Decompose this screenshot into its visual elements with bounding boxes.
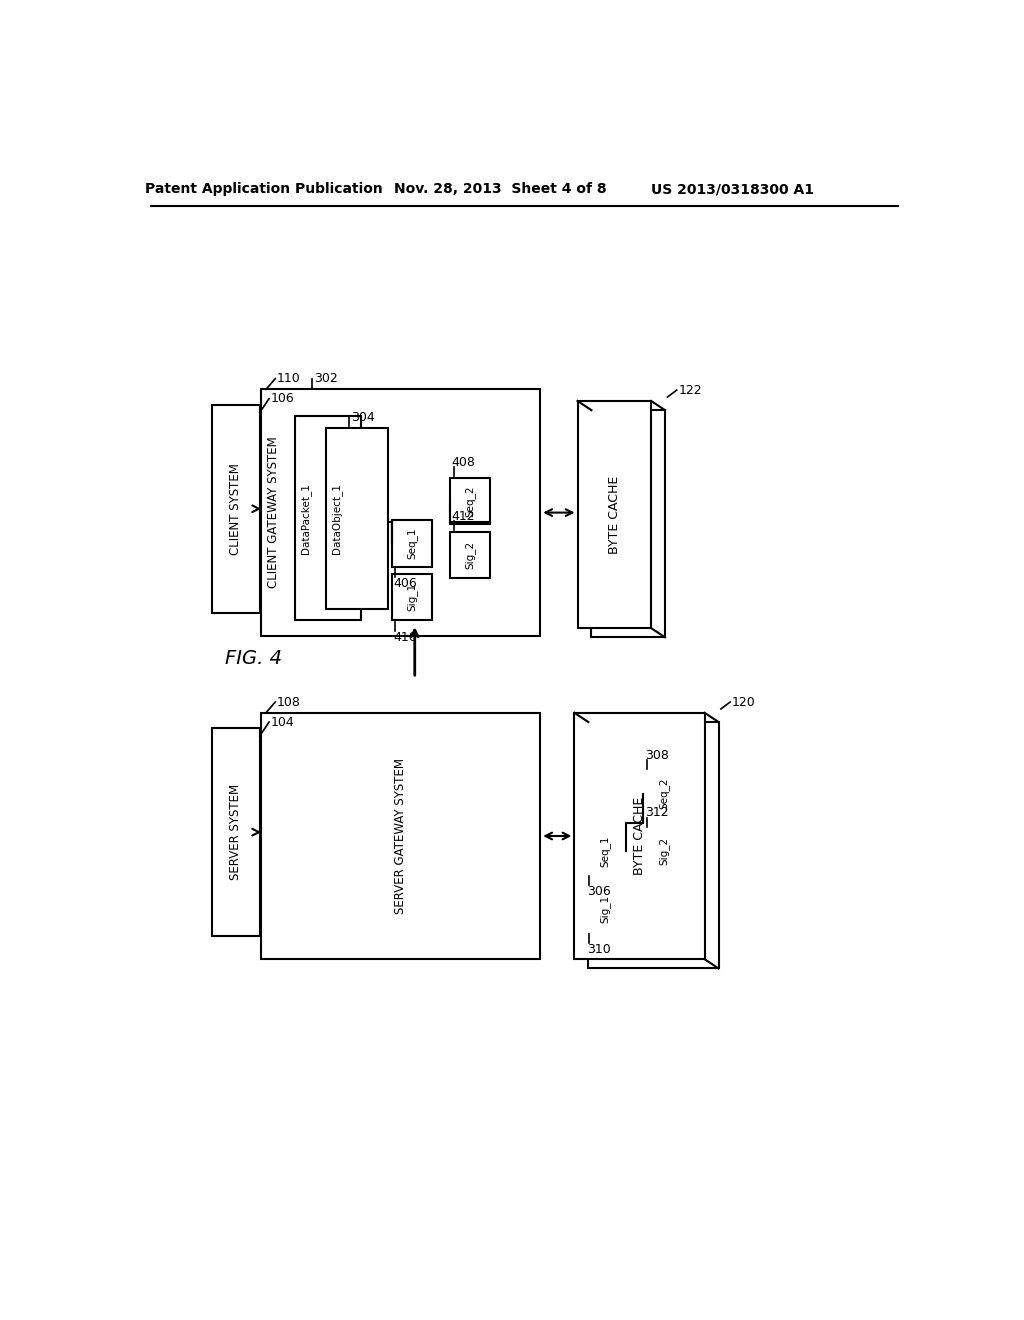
Text: SERVER GATEWAY SYSTEM: SERVER GATEWAY SYSTEM [394, 758, 408, 913]
Bar [450, 478, 489, 524]
Bar [450, 532, 489, 578]
Text: 410: 410 [393, 631, 417, 644]
Text: CLIENT GATEWAY SYSTEM: CLIENT GATEWAY SYSTEM [267, 437, 281, 589]
Text: 110: 110 [276, 372, 301, 385]
Bar [261, 389, 541, 636]
Text: Sig_1: Sig_1 [600, 895, 611, 923]
Text: Sig_1: Sig_1 [407, 583, 417, 611]
Bar [643, 771, 684, 817]
Text: 304: 304 [351, 411, 375, 424]
Bar [261, 713, 541, 960]
Text: 108: 108 [276, 696, 301, 709]
Text: Seq_1: Seq_1 [407, 528, 417, 560]
Bar [391, 574, 432, 620]
Text: Sig_2: Sig_2 [658, 837, 669, 866]
Bar [391, 520, 432, 566]
Text: 308: 308 [645, 748, 669, 762]
Text: 310: 310 [587, 942, 610, 956]
Bar [212, 405, 260, 612]
Text: Sig_2: Sig_2 [464, 541, 475, 569]
Text: 122: 122 [678, 384, 701, 397]
Bar [589, 722, 719, 969]
Text: DataObject_1: DataObject_1 [331, 483, 342, 554]
Bar [574, 713, 705, 960]
Bar [326, 428, 388, 609]
Text: 120: 120 [732, 696, 756, 709]
Text: 306: 306 [587, 884, 610, 898]
Text: 312: 312 [645, 807, 669, 820]
Text: 408: 408 [452, 455, 475, 469]
Bar [592, 411, 665, 638]
Bar [586, 886, 626, 932]
Text: BYTE CACHE: BYTE CACHE [608, 475, 621, 553]
Text: 106: 106 [270, 392, 294, 405]
Bar [295, 416, 360, 620]
Bar [212, 729, 260, 936]
Text: 104: 104 [270, 715, 294, 729]
Text: 302: 302 [314, 372, 338, 385]
Text: BYTE CACHE: BYTE CACHE [633, 797, 646, 875]
Text: Seq_2: Seq_2 [464, 486, 475, 517]
Text: 412: 412 [452, 510, 475, 523]
Text: FIG. 4: FIG. 4 [225, 649, 282, 668]
Bar [586, 829, 626, 875]
Text: Seq_1: Seq_1 [600, 836, 611, 867]
Text: SERVER SYSTEM: SERVER SYSTEM [229, 784, 243, 880]
Text: Patent Application Publication: Patent Application Publication [144, 182, 383, 197]
Bar [643, 829, 684, 875]
Text: Nov. 28, 2013  Sheet 4 of 8: Nov. 28, 2013 Sheet 4 of 8 [393, 182, 606, 197]
Text: 406: 406 [393, 577, 417, 590]
Text: Seq_2: Seq_2 [658, 777, 669, 809]
Text: DataPacket_1: DataPacket_1 [300, 483, 311, 554]
Text: CLIENT SYSTEM: CLIENT SYSTEM [229, 463, 243, 554]
Bar [578, 401, 651, 628]
Text: US 2013/0318300 A1: US 2013/0318300 A1 [651, 182, 814, 197]
